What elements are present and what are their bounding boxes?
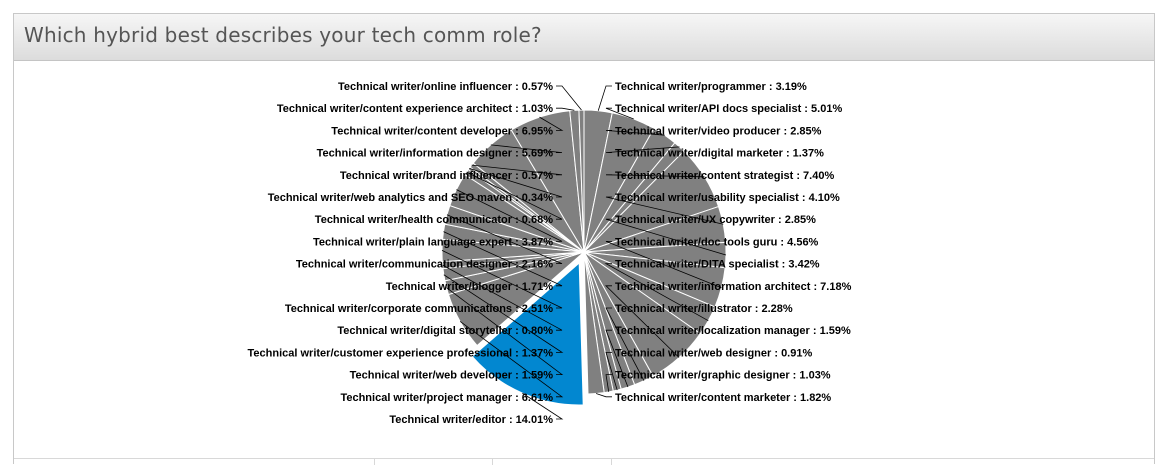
panel-header: Which hybrid best describes your tech co… <box>14 14 1154 61</box>
slice-label: Technical writer/usability specialist : … <box>615 192 840 204</box>
slice-label: Technical writer/plain language expert :… <box>313 236 553 248</box>
slice-label: Technical writer/web developer : 1.59% <box>350 370 554 382</box>
slice-label: Technical writer/DITA specialist : 3.42% <box>615 259 820 271</box>
slice-label: Technical writer/corporate communication… <box>285 303 553 315</box>
slice-label: Technical writer/information designer : … <box>317 148 554 160</box>
leader-line <box>605 240 722 289</box>
leader-line <box>471 164 563 176</box>
leader-line <box>522 392 564 420</box>
leader-line <box>605 374 612 392</box>
slice-label: Technical writer/graphic designer : 1.03… <box>615 370 831 382</box>
slice-label: Technical writer/online influencer : 0.5… <box>338 81 553 93</box>
slice-label: Technical writer/UX copywriter : 2.85% <box>615 214 816 226</box>
footer-divider <box>611 458 612 465</box>
leader-line <box>605 329 629 388</box>
pie-slices <box>441 109 727 406</box>
leader-line <box>446 287 564 376</box>
slice-label: Technical writer/brand influencer : 0.57… <box>340 170 553 182</box>
footer-divider <box>492 458 493 465</box>
leader-line <box>456 189 563 242</box>
leader-line <box>446 214 563 265</box>
leader-line <box>605 218 727 256</box>
leader-line <box>556 85 582 111</box>
slice-label: Technical writer/API docs specialist : 5… <box>615 103 842 115</box>
slice-label: Technical writer/content marketer : 1.82… <box>615 392 831 404</box>
pie-slice-online-influencer[interactable] <box>578 109 585 253</box>
slice-label: Technical writer/illustrator : 2.28% <box>615 303 793 315</box>
leader-line <box>441 250 563 309</box>
leader-line <box>490 144 563 154</box>
slice-label: Technical writer/project manager : 6.61% <box>340 392 553 404</box>
footer-divider <box>374 458 375 465</box>
leader-line <box>443 231 563 287</box>
leader-line <box>605 107 634 120</box>
leader-line <box>605 146 680 154</box>
leader-line <box>605 196 724 225</box>
slice-label: Technical writer/content strategist : 7.… <box>615 170 834 182</box>
leader-line <box>605 307 645 381</box>
slice-label: Technical writer/digital marketer : 1.37… <box>615 148 824 160</box>
panel-title: Which hybrid best describes your tech co… <box>24 23 542 47</box>
leader-line <box>459 321 564 398</box>
slice-label: Technical writer/doc tools guru : 4.56% <box>615 236 819 248</box>
leader-lines <box>441 85 727 420</box>
leader-line <box>605 129 665 136</box>
slice-label: Technical writer/video producer : 2.85% <box>615 125 822 137</box>
slice-label: Technical writer/customer experience pro… <box>248 347 554 359</box>
leader-line <box>466 171 563 220</box>
leader-line <box>556 107 575 111</box>
slice-label: Technical writer/programmer : 3.19% <box>615 81 807 93</box>
chart-panel: Which hybrid best describes your tech co… <box>13 13 1155 466</box>
leader-line <box>605 285 680 358</box>
panel-footer <box>14 458 1154 466</box>
slice-label: Technical writer/digital storyteller : 0… <box>337 325 553 337</box>
leader-line <box>604 263 709 322</box>
leader-line <box>443 274 564 353</box>
slice-label: Technical writer/content experience arch… <box>277 103 553 115</box>
slice-label: Technical writer/web designer : 0.91% <box>615 347 812 359</box>
slice-label: Technical writer/blogger : 1.71% <box>386 281 554 293</box>
leader-line <box>597 85 612 111</box>
slice-label: Technical writer/content developer : 6.9… <box>331 125 553 137</box>
leader-line <box>469 167 563 198</box>
slice-labels: Technical writer/programmer : 3.19% Techn… <box>248 81 852 426</box>
leader-line <box>442 264 563 331</box>
slice-label: Technical writer/health communicator : 0… <box>315 214 553 226</box>
leader-line <box>605 174 705 178</box>
leader-line <box>605 351 618 391</box>
slice-label: Technical writer/localization manager : … <box>615 325 851 337</box>
slice-label: Technical writer/communication designer … <box>296 259 553 271</box>
leader-line <box>539 116 564 131</box>
slice-label: Technical writer/web analytics and SEO m… <box>268 192 554 204</box>
slice-label: Technical writer/information architect :… <box>615 281 852 293</box>
leader-line <box>595 393 612 398</box>
slice-label: Technical writer/editor : 14.01% <box>389 414 553 426</box>
